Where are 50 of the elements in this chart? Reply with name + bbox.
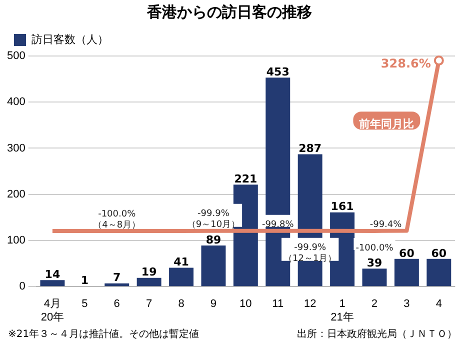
x-tick-label: 10	[240, 298, 252, 310]
bar	[426, 258, 452, 286]
data-label: 328.6%	[380, 56, 431, 71]
legend-label: 訪日客数（人）	[32, 33, 108, 46]
x-tick-label: 8	[178, 298, 184, 310]
x-tick-label: 2	[371, 298, 378, 310]
x-tick-label: 6	[114, 298, 120, 310]
x-tick-label: 4月 20年	[40, 298, 64, 324]
data-label: 60	[399, 246, 415, 260]
y-tick-label: 200	[6, 188, 26, 200]
y-tick-label: 400	[6, 96, 26, 108]
y-tick-label: 100	[6, 234, 26, 247]
text: ※21年３～４月は推計値。その他は暫定値	[8, 328, 200, 341]
data-label: -100.0%	[356, 243, 394, 254]
x-tick-label: 3	[404, 298, 410, 310]
data-label: 453	[266, 66, 290, 79]
data-label: 161	[330, 200, 354, 214]
x-tick-label: 11	[272, 298, 284, 310]
data-label: -99.4%	[370, 220, 402, 230]
data-label: 60	[431, 246, 447, 260]
x-tick-label: 5	[82, 298, 88, 310]
y-tick-label: 0	[19, 280, 26, 293]
data-label: -100.0%（4～8月）	[93, 209, 141, 230]
bar	[169, 268, 194, 286]
x-tick-label: 1 21年	[330, 298, 354, 324]
data-label: 39	[366, 256, 382, 270]
data-label: 19	[141, 266, 157, 279]
bar	[104, 283, 130, 286]
bar	[362, 268, 387, 286]
bar	[394, 258, 419, 286]
x-tick-label: 12	[304, 298, 316, 310]
bar	[201, 246, 226, 286]
data-label: 89	[206, 233, 222, 246]
bar	[136, 278, 162, 286]
data-label: 1	[80, 274, 88, 287]
x-tick-label: 7	[146, 298, 152, 310]
y-tick-label: 500	[6, 50, 26, 62]
data-label: 221	[234, 172, 258, 186]
data-label: 287	[298, 142, 322, 156]
x-tick-label: 4	[436, 298, 442, 310]
data-label: 7	[113, 271, 121, 284]
data-label: -99.9%（9～10月）	[186, 209, 240, 230]
series-label: 前年同月比	[358, 117, 414, 130]
y-tick-label: 300	[6, 142, 26, 154]
data-label: 41	[174, 256, 189, 269]
bar	[40, 280, 65, 286]
chart-title: 香港からの訪日客の推移	[146, 2, 312, 21]
text: 出所：日本政府観光局（ＪＮＴＯ）	[297, 328, 457, 341]
data-label: 14	[44, 268, 60, 282]
x-tick-label: 9	[210, 298, 217, 310]
